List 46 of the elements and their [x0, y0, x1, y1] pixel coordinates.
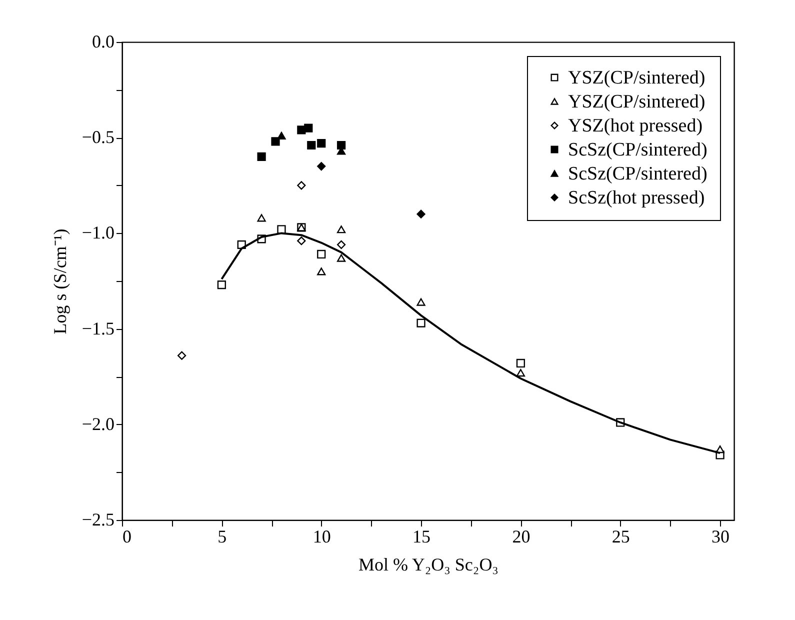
point	[304, 124, 313, 132]
point	[307, 140, 316, 150]
point	[217, 280, 226, 290]
legend-label: YSZ(hot pressed)	[568, 116, 703, 136]
point	[516, 368, 526, 377]
point	[416, 318, 426, 328]
point	[257, 152, 266, 162]
legend-label: ScSz(CP/sintered)	[568, 140, 708, 160]
point	[177, 351, 186, 360]
point	[416, 298, 426, 306]
point	[416, 210, 426, 218]
point	[297, 126, 306, 134]
x-tick-label: 20	[512, 526, 530, 546]
y-tick-label: −1.0	[82, 222, 114, 243]
point	[336, 140, 346, 150]
y-tick-label: −2.0	[82, 414, 114, 434]
y-tick-label: −0.5	[82, 127, 114, 148]
point	[257, 214, 266, 222]
y-tick-label: −2.5	[82, 510, 114, 530]
point	[297, 236, 306, 246]
y-tick-label: −1.5	[82, 318, 114, 338]
legend-label: YSZ(CP/sintered)	[568, 68, 706, 88]
legend-label: ScSz(CP/sintered)	[568, 164, 708, 184]
point	[336, 240, 346, 249]
point	[297, 181, 306, 190]
point	[516, 358, 526, 368]
x-tick-label: 25	[612, 526, 630, 546]
point	[317, 268, 326, 276]
x-tick-label: 10	[312, 526, 331, 546]
x-tick-label: 0	[122, 526, 132, 546]
y-axis-title: Log s (S/cm⁻¹)	[50, 228, 70, 334]
x-tick-label: 5	[218, 526, 227, 546]
point	[277, 132, 286, 140]
y-tick-label: 0.0	[92, 32, 114, 52]
point	[336, 226, 346, 234]
x-tick-label: 30	[712, 526, 730, 546]
legend-label: YSZ(CP/sintered)	[568, 92, 706, 112]
legend-label: ScSz(hot pressed)	[568, 188, 705, 208]
point	[317, 139, 326, 148]
point	[317, 162, 326, 171]
point	[336, 254, 346, 262]
point	[271, 137, 280, 146]
x-axis-title: Mol % Y₂O₃ Sc₂O₃	[358, 554, 498, 574]
point	[317, 250, 326, 259]
point	[277, 225, 286, 234]
x-tick-label: 15	[412, 526, 431, 546]
